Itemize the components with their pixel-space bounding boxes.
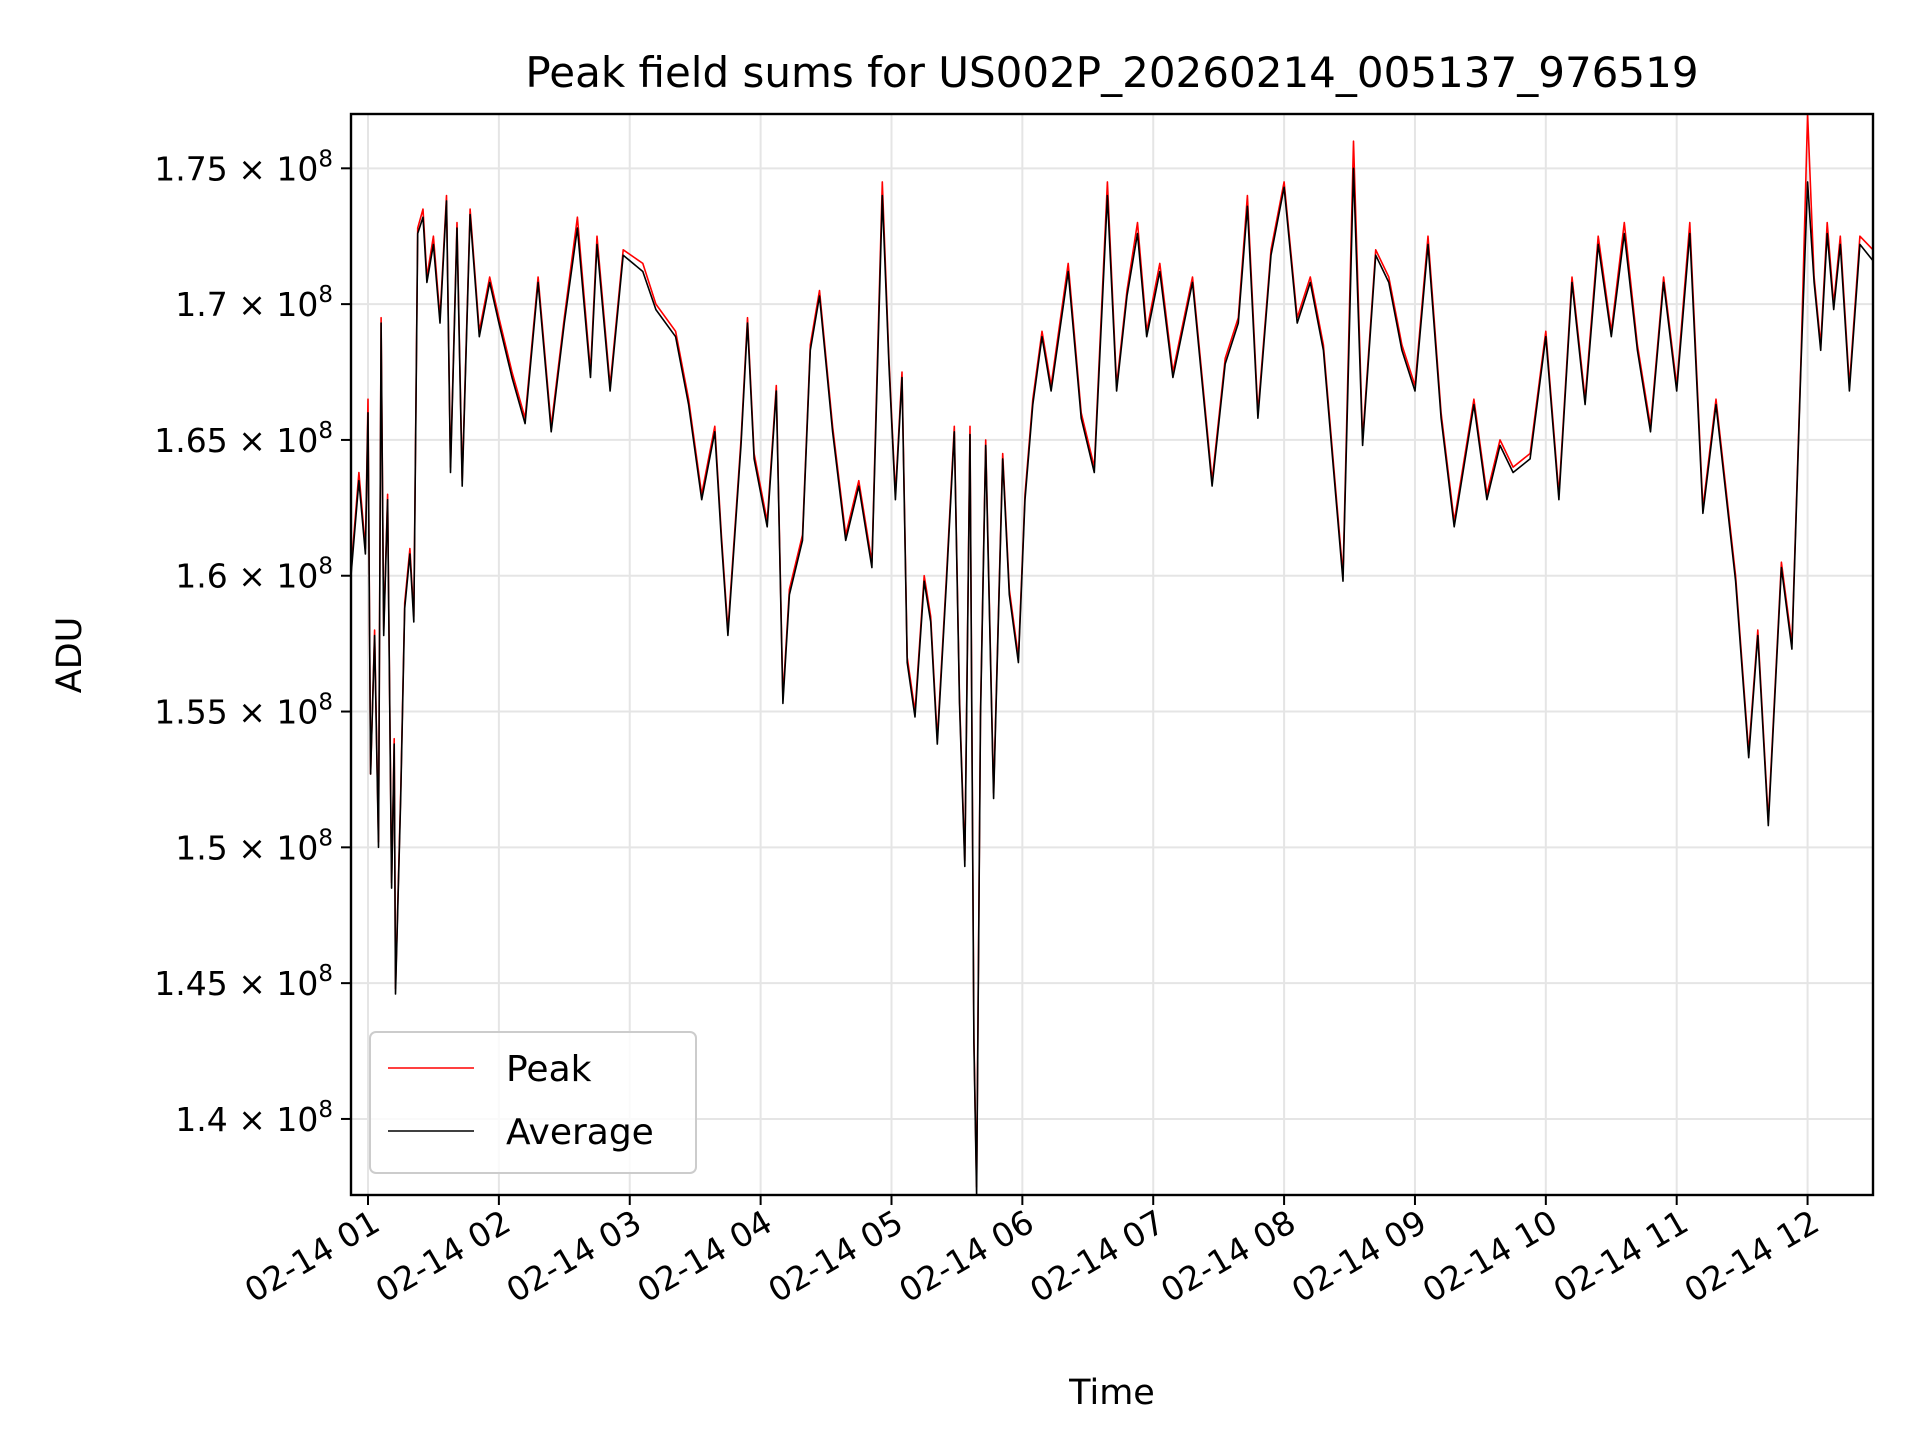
y-axis-label: ADU [50, 617, 90, 694]
y-tick-label-4: 1.6 × 108 [175, 554, 333, 596]
y-tick-label-7: 1.75 × 108 [154, 146, 333, 188]
plot-frame [349, 112, 1875, 1197]
y-tick-label-3: 1.55 × 108 [154, 690, 333, 732]
series-line-average [350, 167, 1874, 1196]
y-axis: 1.4 × 108 1.45 × 108 1.5 × 108 1.55 × 108 1.… [154, 146, 351, 1139]
legend-label-peak: Peak [506, 1049, 592, 1090]
grid [351, 114, 1873, 1195]
legend-label-average: Average [506, 1112, 654, 1153]
y-tick-label-5: 1.65 × 108 [154, 418, 333, 460]
y-tick-label-1: 1.45 × 108 [154, 961, 333, 1003]
y-tick-label-0: 1.4 × 108 [175, 1097, 333, 1139]
y-tick-label-2: 1.5 × 108 [175, 825, 333, 867]
plot-series [350, 113, 1874, 1196]
x-axis-label: Time [1068, 1373, 1155, 1413]
chart-title: Peak field sums for US002P_20260214_0051… [525, 48, 1698, 97]
y-tick-label-6: 1.7 × 108 [175, 282, 333, 324]
legend: Peak Average [369, 1031, 697, 1174]
